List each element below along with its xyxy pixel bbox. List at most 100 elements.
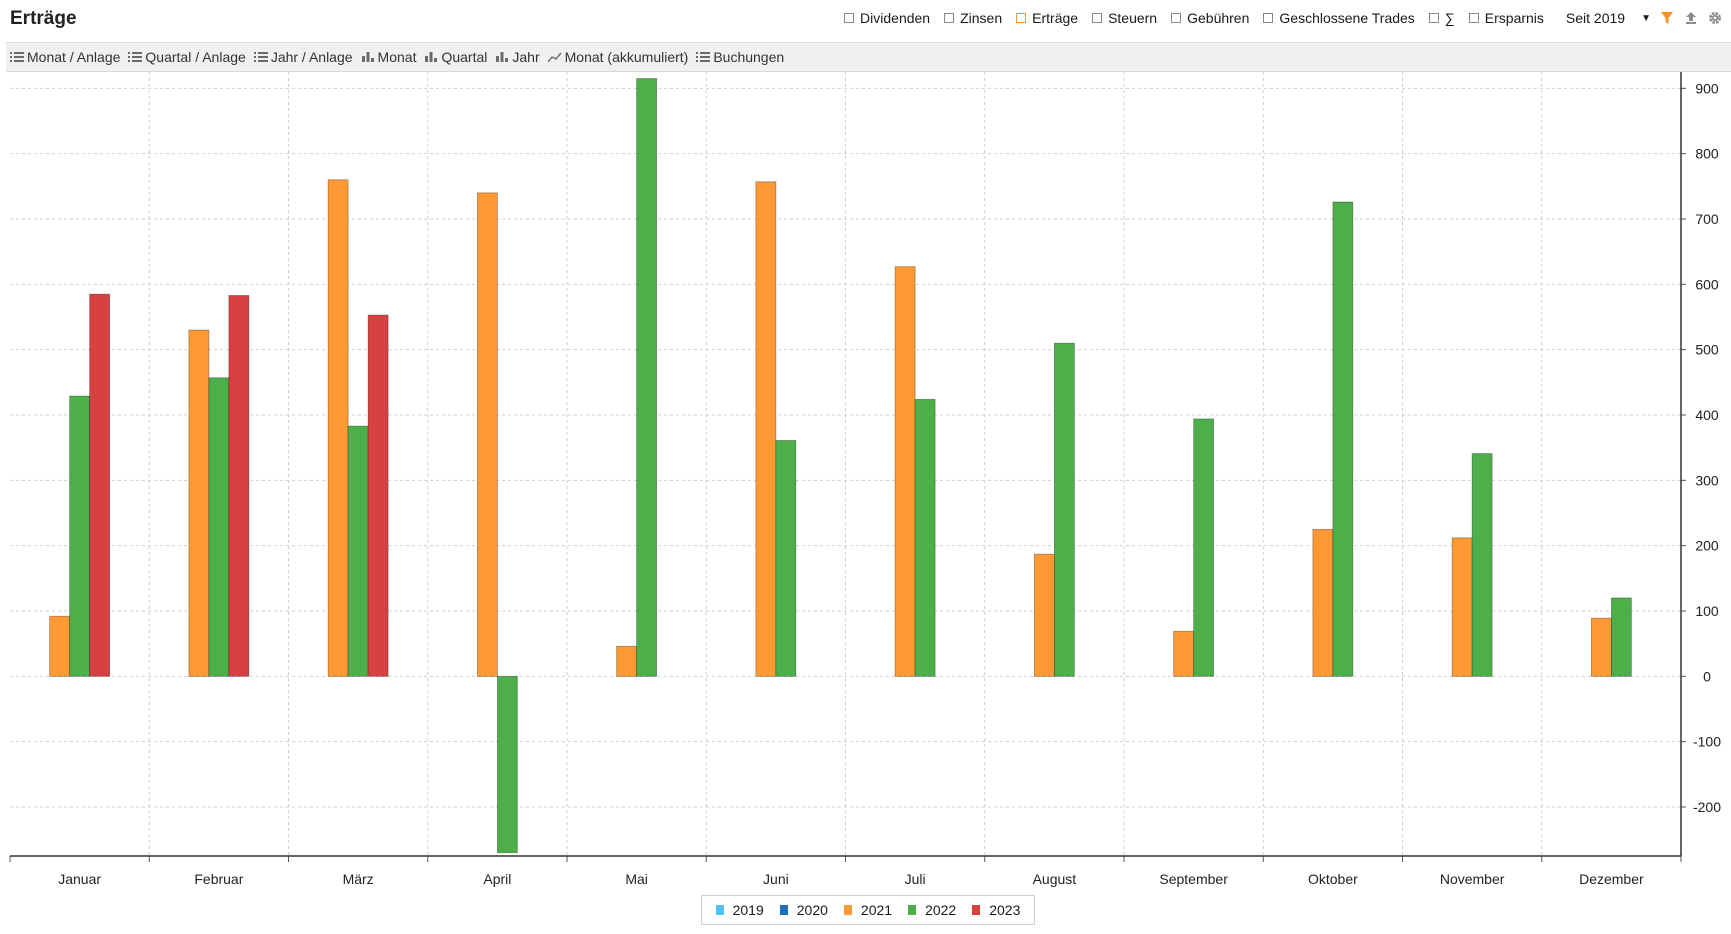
y-tick-label: 900 [1695,80,1719,96]
x-tick-label: Juni [763,871,789,887]
x-tick-label: April [483,871,511,887]
x-tick-label: November [1440,871,1505,887]
tab-jahr[interactable]: Jahr [491,49,543,65]
filter-label: Gebühren [1187,10,1250,26]
legend-label: 2019 [732,902,764,918]
bar-2021-januar [49,615,71,677]
axes: 900 800 700 600 500 400 300 200 100 0 -100 -200 Janu… [9,72,1721,887]
x-tick-label: Januar [58,871,101,887]
bar-2021-april [476,192,498,677]
tab-jahr-anlage[interactable]: Jahr / Anlage [250,49,357,65]
bar-2023-januar [89,293,111,677]
x-tick-label: August [1033,871,1077,887]
tab-monat-anlage[interactable]: Monat / Anlage [6,49,124,65]
checkbox-gebuehren[interactable] [1171,13,1182,23]
bar-2023-februar [228,295,250,677]
y-tick-label: 200 [1695,538,1719,554]
legend-swatch [715,905,724,915]
y-tick-label: 100 [1695,603,1719,619]
tab-monat-akkumuliert[interactable]: Monat (akkumuliert) [544,49,693,65]
legend-swatch [779,905,788,915]
x-tick-label: Mai [625,871,648,887]
checkbox-dividenden[interactable] [844,13,855,23]
legend-item-2021[interactable]: 2021 [843,902,892,918]
legend-item-2023[interactable]: 2023 [972,902,1020,918]
list-icon [253,52,268,62]
list-icon [696,52,711,62]
bar-2022-juli [914,398,936,677]
y-tick-label: 400 [1695,407,1719,423]
x-tick-label: Februar [194,871,243,887]
legend-swatch [843,905,852,915]
bar-2022-dezember [1610,597,1632,677]
bar-2021-august [1033,553,1055,677]
filter-dividenden[interactable]: Dividenden [844,10,930,26]
checkbox-geschlossene-trades[interactable] [1263,13,1274,23]
x-tick-label: März [343,871,374,887]
bar-chart-icon [361,52,374,62]
bar-2021-juli [894,266,916,677]
tab-label: Buchungen [713,49,785,65]
checkbox-zinsen[interactable] [944,13,955,23]
checkbox-ertraege[interactable] [1016,13,1027,23]
filter-gebuehren[interactable]: Gebühren [1171,10,1249,26]
y-tick-label: 500 [1695,342,1719,358]
chart-legend: 2019 2020 2021 2022 2023 [701,895,1035,925]
filter-label: Geschlossene Trades [1279,10,1415,26]
chevron-down-icon: ▼ [1641,12,1651,24]
bar-chart: 900 800 700 600 500 400 300 200 100 0 -100 -200 Janu… [9,72,1721,887]
tab-label: Monat [377,49,417,65]
bar-2021-juni [755,181,777,677]
filter-label: Dividenden [860,10,931,26]
y-tick-label: -200 [1693,799,1721,815]
tab-quartal[interactable]: Quartal [420,49,491,65]
y-tick-label: 800 [1695,146,1719,162]
bar-2022-juni [775,440,797,677]
tab-label: Jahr [512,49,540,65]
filter-ersparnis[interactable]: Ersparnis [1468,10,1544,26]
bar-2023-märz [367,314,389,677]
filter-geschlossene-trades[interactable]: Geschlossene Trades [1263,10,1415,26]
tab-buchungen[interactable]: Buchungen [692,49,788,65]
grid [10,72,1681,856]
header-bar: Erträge Dividenden Zinsen Erträge Steuer… [0,0,1731,40]
checkbox-steuern[interactable] [1092,13,1103,23]
filter-label: Steuern [1108,10,1158,26]
export-icon[interactable] [1683,10,1699,26]
chart-area: 900 800 700 600 500 400 300 200 100 0 -100 -200 Janu… [0,72,1731,929]
bar-2022-august [1053,342,1075,677]
bar-2022-september [1193,418,1215,677]
x-tick-label: Oktober [1308,871,1358,887]
period-value: Seit 2019 [1565,10,1626,26]
legend-item-2022[interactable]: 2022 [908,902,956,918]
tab-label: Jahr / Anlage [270,49,353,65]
legend-item-2020[interactable]: 2020 [779,902,828,918]
y-tick-label: -100 [1693,734,1721,750]
line-chart-icon [547,52,562,63]
filter-zinsen[interactable]: Zinsen [944,10,1002,26]
filter-steuern[interactable]: Steuern [1092,10,1157,26]
bar-2022-märz [347,425,369,677]
settings-icon[interactable] [1707,10,1723,26]
tab-monat[interactable]: Monat [357,49,421,65]
legend-swatch [908,905,917,915]
y-tick-label: 0 [1703,668,1711,684]
bar-chart-icon [496,52,509,62]
list-icon [128,52,143,62]
legend-item-2019[interactable]: 2019 [715,902,764,918]
period-dropdown[interactable]: Seit 2019 ▼ [1566,10,1651,26]
y-tick-label: 300 [1695,472,1719,488]
checkbox-summe[interactable] [1428,13,1439,23]
filter-summe[interactable]: ∑ [1428,10,1455,26]
bar-chart-icon [425,52,438,62]
tab-quartal-anlage[interactable]: Quartal / Anlage [124,49,249,65]
bar-2022-februar [208,377,230,677]
filter-label: Ersparnis [1484,10,1544,26]
bar-2021-februar [188,329,210,677]
filter-label: Erträge [1032,10,1079,26]
checkbox-ersparnis[interactable] [1468,13,1479,23]
x-tick-label: Dezember [1579,871,1644,887]
filter-bar: Dividenden Zinsen Erträge Steuern Gebühr… [830,10,1723,26]
filter-icon[interactable] [1659,10,1675,26]
filter-ertraege[interactable]: Erträge [1016,10,1078,26]
